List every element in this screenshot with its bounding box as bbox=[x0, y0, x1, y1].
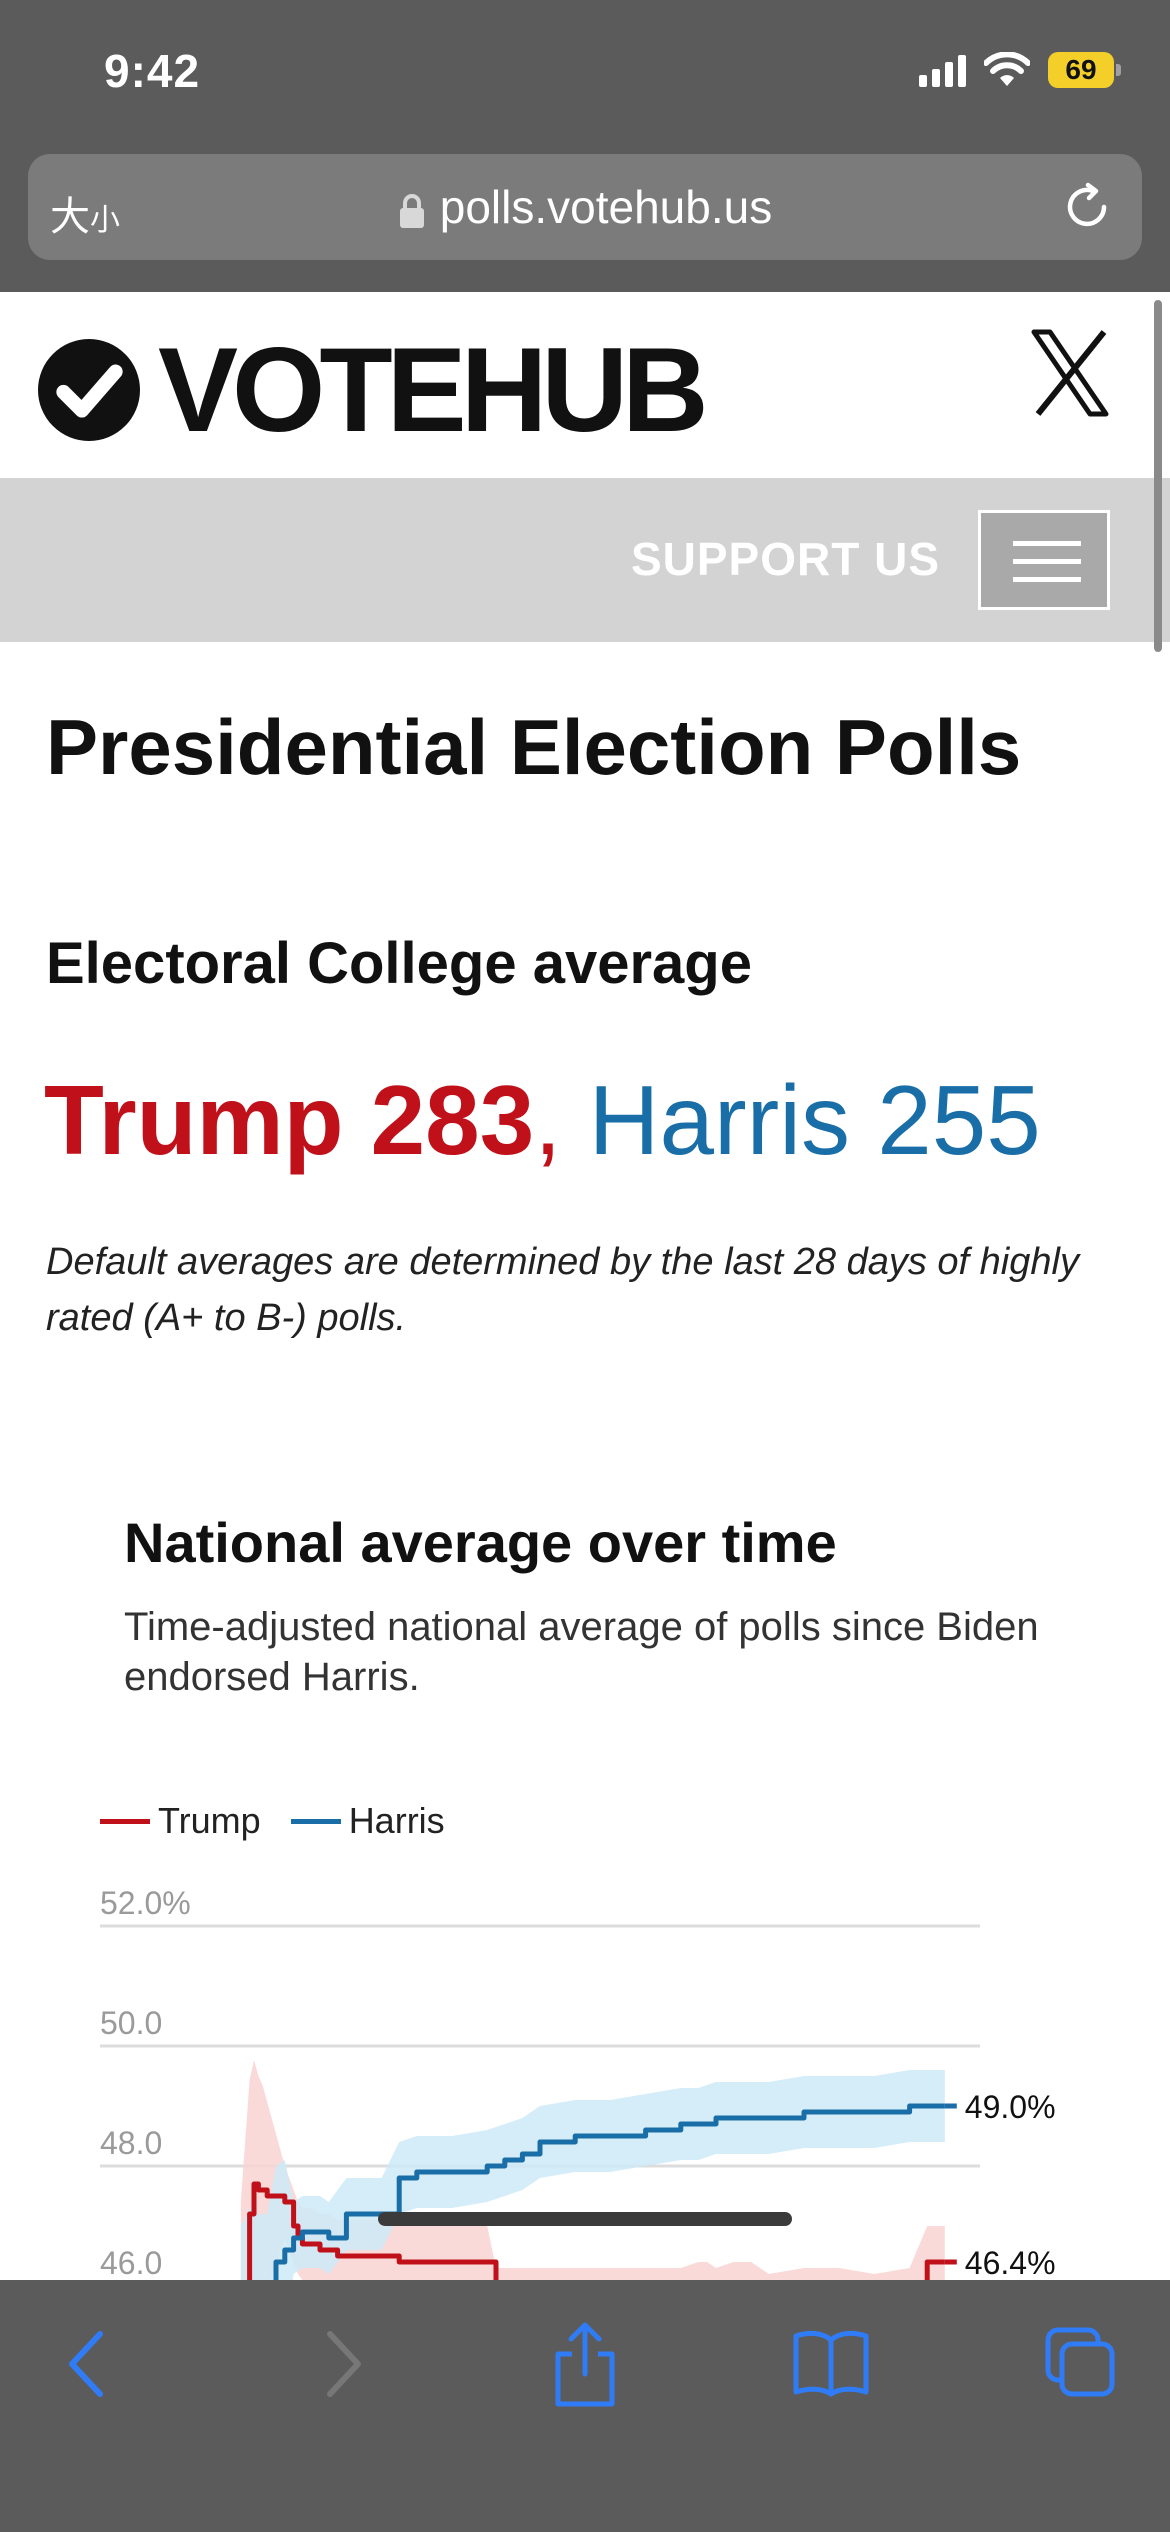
legend-label-trump: Trump bbox=[158, 1800, 261, 1841]
share-icon[interactable] bbox=[548, 2320, 622, 2408]
text-size-button[interactable]: 大小 bbox=[50, 184, 120, 242]
y-tick-label-3: 46.0 bbox=[100, 2245, 162, 2280]
browser-chrome-top: 大小 polls.votehub.us bbox=[0, 150, 1170, 292]
web-page: VOTEHUB SUPPORT US Presidential Election… bbox=[0, 292, 1170, 2280]
trump-electoral-votes: Trump 283 bbox=[44, 1065, 535, 1175]
band-harris bbox=[240, 2070, 945, 2280]
logo-text: VOTEHUB bbox=[158, 323, 709, 457]
electoral-college-result: Trump 283, Harris 255 bbox=[44, 1064, 1041, 1177]
bookmarks-icon[interactable] bbox=[792, 2328, 870, 2398]
y-tick-label-2: 48.0 bbox=[100, 2125, 162, 2161]
harris-electoral-votes: Harris 255 bbox=[561, 1065, 1041, 1175]
end-label-trump: 46.4% bbox=[965, 2245, 1056, 2280]
x-social-icon[interactable] bbox=[1030, 328, 1110, 418]
end-label-harris: 49.0% bbox=[965, 2089, 1056, 2125]
legend-item-harris: Harris bbox=[290, 1800, 445, 1842]
site-navbar: SUPPORT US bbox=[0, 478, 1170, 642]
tabs-icon[interactable] bbox=[1044, 2326, 1116, 2398]
cellular-signal-icon bbox=[919, 53, 966, 87]
back-icon[interactable] bbox=[64, 2324, 112, 2404]
browser-toolbar bbox=[0, 2280, 1170, 2532]
hamburger-menu-button[interactable] bbox=[978, 510, 1110, 610]
site-logo[interactable]: VOTEHUB bbox=[38, 323, 709, 457]
national-average-heading: National average over time bbox=[124, 1511, 837, 1574]
legend-swatch-harris bbox=[290, 1818, 341, 1824]
checkmark-logo-icon bbox=[38, 339, 140, 441]
y-tick-label-0: 52.0% bbox=[100, 1885, 191, 1921]
legend-label-harris: Harris bbox=[348, 1800, 445, 1841]
result-separator: , bbox=[534, 1065, 562, 1175]
national-average-chart: 52.0% 50.0 48.0 46.0 46.4% 49.0% bbox=[100, 1885, 1056, 2280]
series-line-harris bbox=[273, 2103, 945, 2280]
electoral-college-heading: Electoral College average bbox=[46, 931, 752, 996]
status-bar: 9:42 69 bbox=[0, 0, 1170, 150]
legend-swatch-trump bbox=[100, 1818, 150, 1824]
status-icons: 69 bbox=[919, 52, 1121, 88]
url-display[interactable]: polls.votehub.us bbox=[28, 180, 1142, 234]
url-text: polls.votehub.us bbox=[439, 181, 773, 233]
reload-icon[interactable] bbox=[1060, 180, 1114, 234]
page-scrollbar[interactable] bbox=[1154, 300, 1162, 652]
home-indicator[interactable] bbox=[378, 2212, 792, 2226]
forward-icon[interactable] bbox=[318, 2324, 366, 2404]
address-bar[interactable]: 大小 polls.votehub.us bbox=[28, 154, 1142, 260]
wifi-icon bbox=[984, 52, 1030, 86]
series-line-trump bbox=[247, 2181, 945, 2280]
battery-icon: 69 bbox=[1048, 52, 1121, 88]
legend-item-trump: Trump bbox=[100, 1800, 261, 1842]
lock-icon bbox=[399, 193, 424, 228]
text-size-big: 大 bbox=[50, 194, 90, 240]
averages-note: Default averages are determined by the l… bbox=[46, 1241, 1079, 1339]
support-us-link[interactable]: SUPPORT US bbox=[630, 533, 940, 585]
national-average-subtitle: Time-adjusted national average of polls … bbox=[124, 1605, 1039, 1699]
chart-legend: Trump Harris bbox=[100, 1800, 475, 1842]
site-header: VOTEHUB bbox=[0, 292, 1170, 478]
y-tick-label-1: 50.0 bbox=[100, 2005, 162, 2041]
status-time: 9:42 bbox=[104, 45, 201, 97]
page-title: Presidential Election Polls bbox=[46, 703, 1022, 791]
text-size-small: 小 bbox=[90, 203, 120, 238]
